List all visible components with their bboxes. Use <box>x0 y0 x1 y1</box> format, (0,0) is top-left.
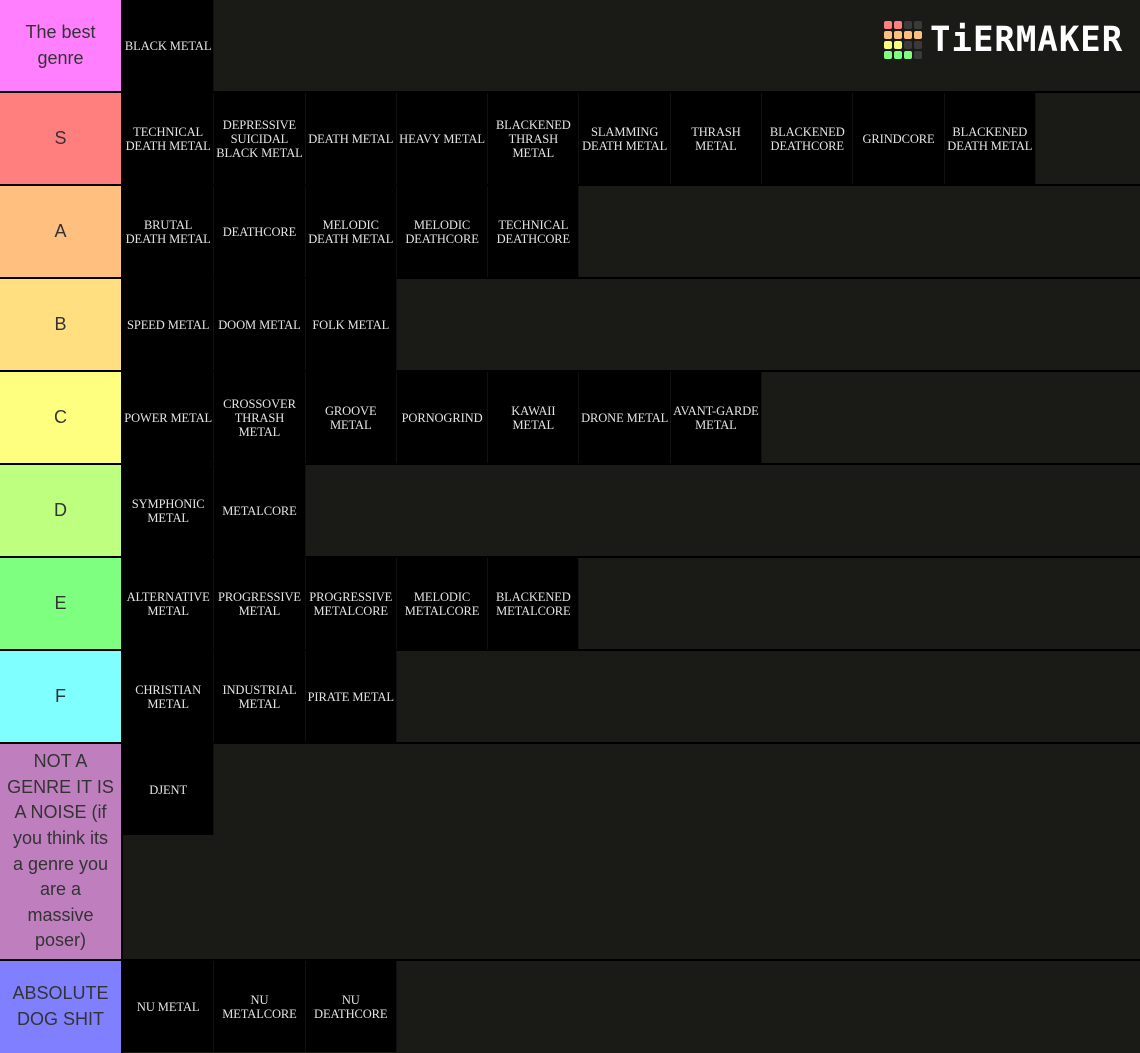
tier-drop-zone[interactable]: BLACK METAL <box>123 0 1140 91</box>
tier-item-tile[interactable]: TECHNICAL DEATHCORE <box>488 186 580 277</box>
tier-item-tile[interactable]: BLACK METAL <box>123 0 215 91</box>
tier-item-tile[interactable]: PORNOGRIND <box>396 372 489 463</box>
tier-label[interactable]: C <box>0 372 123 463</box>
tier-item-tile[interactable]: CROSSOVER THRASH METAL <box>214 372 306 463</box>
tier-item-tile[interactable]: BLACKENED DEATH METAL <box>944 93 1036 184</box>
logo-grid-square <box>884 51 892 59</box>
tier-item-tile[interactable]: DEATH METAL <box>305 93 397 184</box>
logo-grid-square <box>894 41 902 49</box>
tier-label[interactable]: B <box>0 279 123 370</box>
tier-label[interactable]: D <box>0 465 123 556</box>
tier-item-tile[interactable]: TECHNICAL DEATH METAL <box>123 93 215 184</box>
tier-item-tile[interactable]: AVANT-GARDE METAL <box>670 372 763 463</box>
tier-item-tile[interactable]: METALCORE <box>214 465 306 556</box>
tier-item-tile[interactable]: THRASH METAL <box>670 93 763 184</box>
tier-item-tile[interactable]: DEATHCORE <box>214 186 306 277</box>
tier-drop-zone[interactable]: TECHNICAL DEATH METAL DEPRESSIVE SUICIDAL… <box>123 93 1140 184</box>
tier-item-tile[interactable]: INDUSTRIAL METAL <box>214 651 306 742</box>
tier-drop-zone[interactable]: DJENT <box>123 744 1140 959</box>
logo-grid-square <box>884 31 892 39</box>
tier-drop-zone[interactable]: NU METAL NU METALCORE NU DEATHCORE <box>123 961 1140 1053</box>
logo-grid-square <box>914 41 922 49</box>
tier-item-tile[interactable]: SLAMMING DEATH METAL <box>579 93 671 184</box>
tier-item-tile[interactable]: SYMPHONIC METAL <box>123 465 215 556</box>
tier-item-tile[interactable]: SPEED METAL <box>123 279 215 370</box>
tier-item-tile[interactable]: NU METALCORE <box>214 961 306 1052</box>
logo-grid-square <box>904 31 912 39</box>
tier-row: A BRUTAL DEATH METAL DEATHCORE MELODIC DEAT… <box>0 186 1140 277</box>
tier-item-tile[interactable]: PIRATE METAL <box>305 651 397 742</box>
tier-row: NOT A GENRE IT IS A NOISE (if you think … <box>0 744 1140 959</box>
logo-grid-square <box>904 41 912 49</box>
tier-item-tile[interactable]: FOLK METAL <box>305 279 397 370</box>
tier-label[interactable]: F <box>0 651 123 742</box>
logo-grid-square <box>914 51 922 59</box>
tier-row: B SPEED METAL DOOM METAL FOLK METAL <box>0 279 1140 370</box>
tier-label[interactable]: A <box>0 186 123 277</box>
tier-row: C POWER METAL CROSSOVER THRASH METAL GROOVE… <box>0 372 1140 463</box>
tier-label[interactable]: E <box>0 558 123 649</box>
tier-row: F CHRISTIAN METAL INDUSTRIAL METAL PIRATE M… <box>0 651 1140 742</box>
tier-item-tile[interactable]: MELODIC DEATHCORE <box>396 186 489 277</box>
tier-label[interactable]: S <box>0 93 123 184</box>
tier-row: E ALTERNATIVE METAL PROGRESSIVE METAL PROGR… <box>0 558 1140 649</box>
tier-item-tile[interactable]: DJENT <box>123 744 215 835</box>
tier-drop-zone[interactable]: SPEED METAL DOOM METAL FOLK METAL <box>123 279 1140 370</box>
tier-drop-zone[interactable]: BRUTAL DEATH METAL DEATHCORE MELODIC DEATH… <box>123 186 1140 277</box>
tier-item-tile[interactable]: BRUTAL DEATH METAL <box>123 186 215 277</box>
tier-item-tile[interactable]: DRONE METAL <box>579 372 671 463</box>
tier-item-tile[interactable]: NU DEATHCORE <box>305 961 397 1052</box>
tier-item-tile[interactable]: PROGRESSIVE METALCORE <box>305 558 397 649</box>
tier-item-tile[interactable]: BLACKENED METALCORE <box>488 558 580 649</box>
logo-grid-square <box>884 21 892 29</box>
tier-label[interactable]: NOT A GENRE IT IS A NOISE (if you think … <box>0 744 123 959</box>
tier-item-tile[interactable]: GROOVE METAL <box>305 372 397 463</box>
tier-label[interactable]: The best genre <box>0 0 123 91</box>
logo-grid-square <box>914 31 922 39</box>
tiermaker-logo[interactable]: TiERMAKER <box>884 20 1123 60</box>
tier-drop-zone[interactable]: POWER METAL CROSSOVER THRASH METAL GROOVE … <box>123 372 1140 463</box>
logo-grid-square <box>884 41 892 49</box>
tier-item-tile[interactable]: HEAVY METAL <box>396 93 489 184</box>
tiermaker-wordmark: TiERMAKER <box>930 19 1124 61</box>
tier-item-tile[interactable]: GRINDCORE <box>853 93 945 184</box>
logo-grid-square <box>904 21 912 29</box>
tier-item-tile[interactable]: CHRISTIAN METAL <box>123 651 215 742</box>
tier-item-tile[interactable]: ALTERNATIVE METAL <box>123 558 215 649</box>
tier-row: D SYMPHONIC METAL METALCORE <box>0 465 1140 556</box>
tier-item-tile[interactable]: KAWAII METAL <box>488 372 580 463</box>
tier-row: ABSOLUTE DOG SHIT NU METAL NU METALCORE NU … <box>0 961 1140 1053</box>
tier-item-tile[interactable]: DEPRESSIVE SUICIDAL BLACK METAL <box>214 93 306 184</box>
logo-grid-square <box>904 51 912 59</box>
tier-item-tile[interactable]: PROGRESSIVE METAL <box>214 558 306 649</box>
tier-row: The best genre BLACK METAL <box>0 0 1140 91</box>
tier-item-tile[interactable]: MELODIC METALCORE <box>396 558 489 649</box>
tier-item-tile[interactable]: DOOM METAL <box>214 279 306 370</box>
tier-drop-zone[interactable]: SYMPHONIC METAL METALCORE <box>123 465 1140 556</box>
logo-grid-square <box>894 31 902 39</box>
tier-item-tile[interactable]: BLACKENED DEATHCORE <box>762 93 854 184</box>
tier-item-tile[interactable]: MELODIC DEATH METAL <box>305 186 397 277</box>
tier-item-tile[interactable]: NU METAL <box>123 961 215 1052</box>
logo-grid-square <box>914 21 922 29</box>
tier-item-tile[interactable]: BLACKENED THRASH METAL <box>488 93 580 184</box>
logo-grid-square <box>894 51 902 59</box>
tiermaker-grid-icon <box>884 21 922 59</box>
tier-drop-zone[interactable]: ALTERNATIVE METAL PROGRESSIVE METAL PROGRE… <box>123 558 1140 649</box>
tier-label[interactable]: ABSOLUTE DOG SHIT <box>0 961 123 1053</box>
tier-drop-zone[interactable]: CHRISTIAN METAL INDUSTRIAL METAL PIRATE ME… <box>123 651 1140 742</box>
tier-item-tile[interactable]: POWER METAL <box>123 372 215 463</box>
tier-row: S TECHNICAL DEATH METAL DEPRESSIVE SUICIDA… <box>0 93 1140 184</box>
logo-grid-square <box>894 21 902 29</box>
